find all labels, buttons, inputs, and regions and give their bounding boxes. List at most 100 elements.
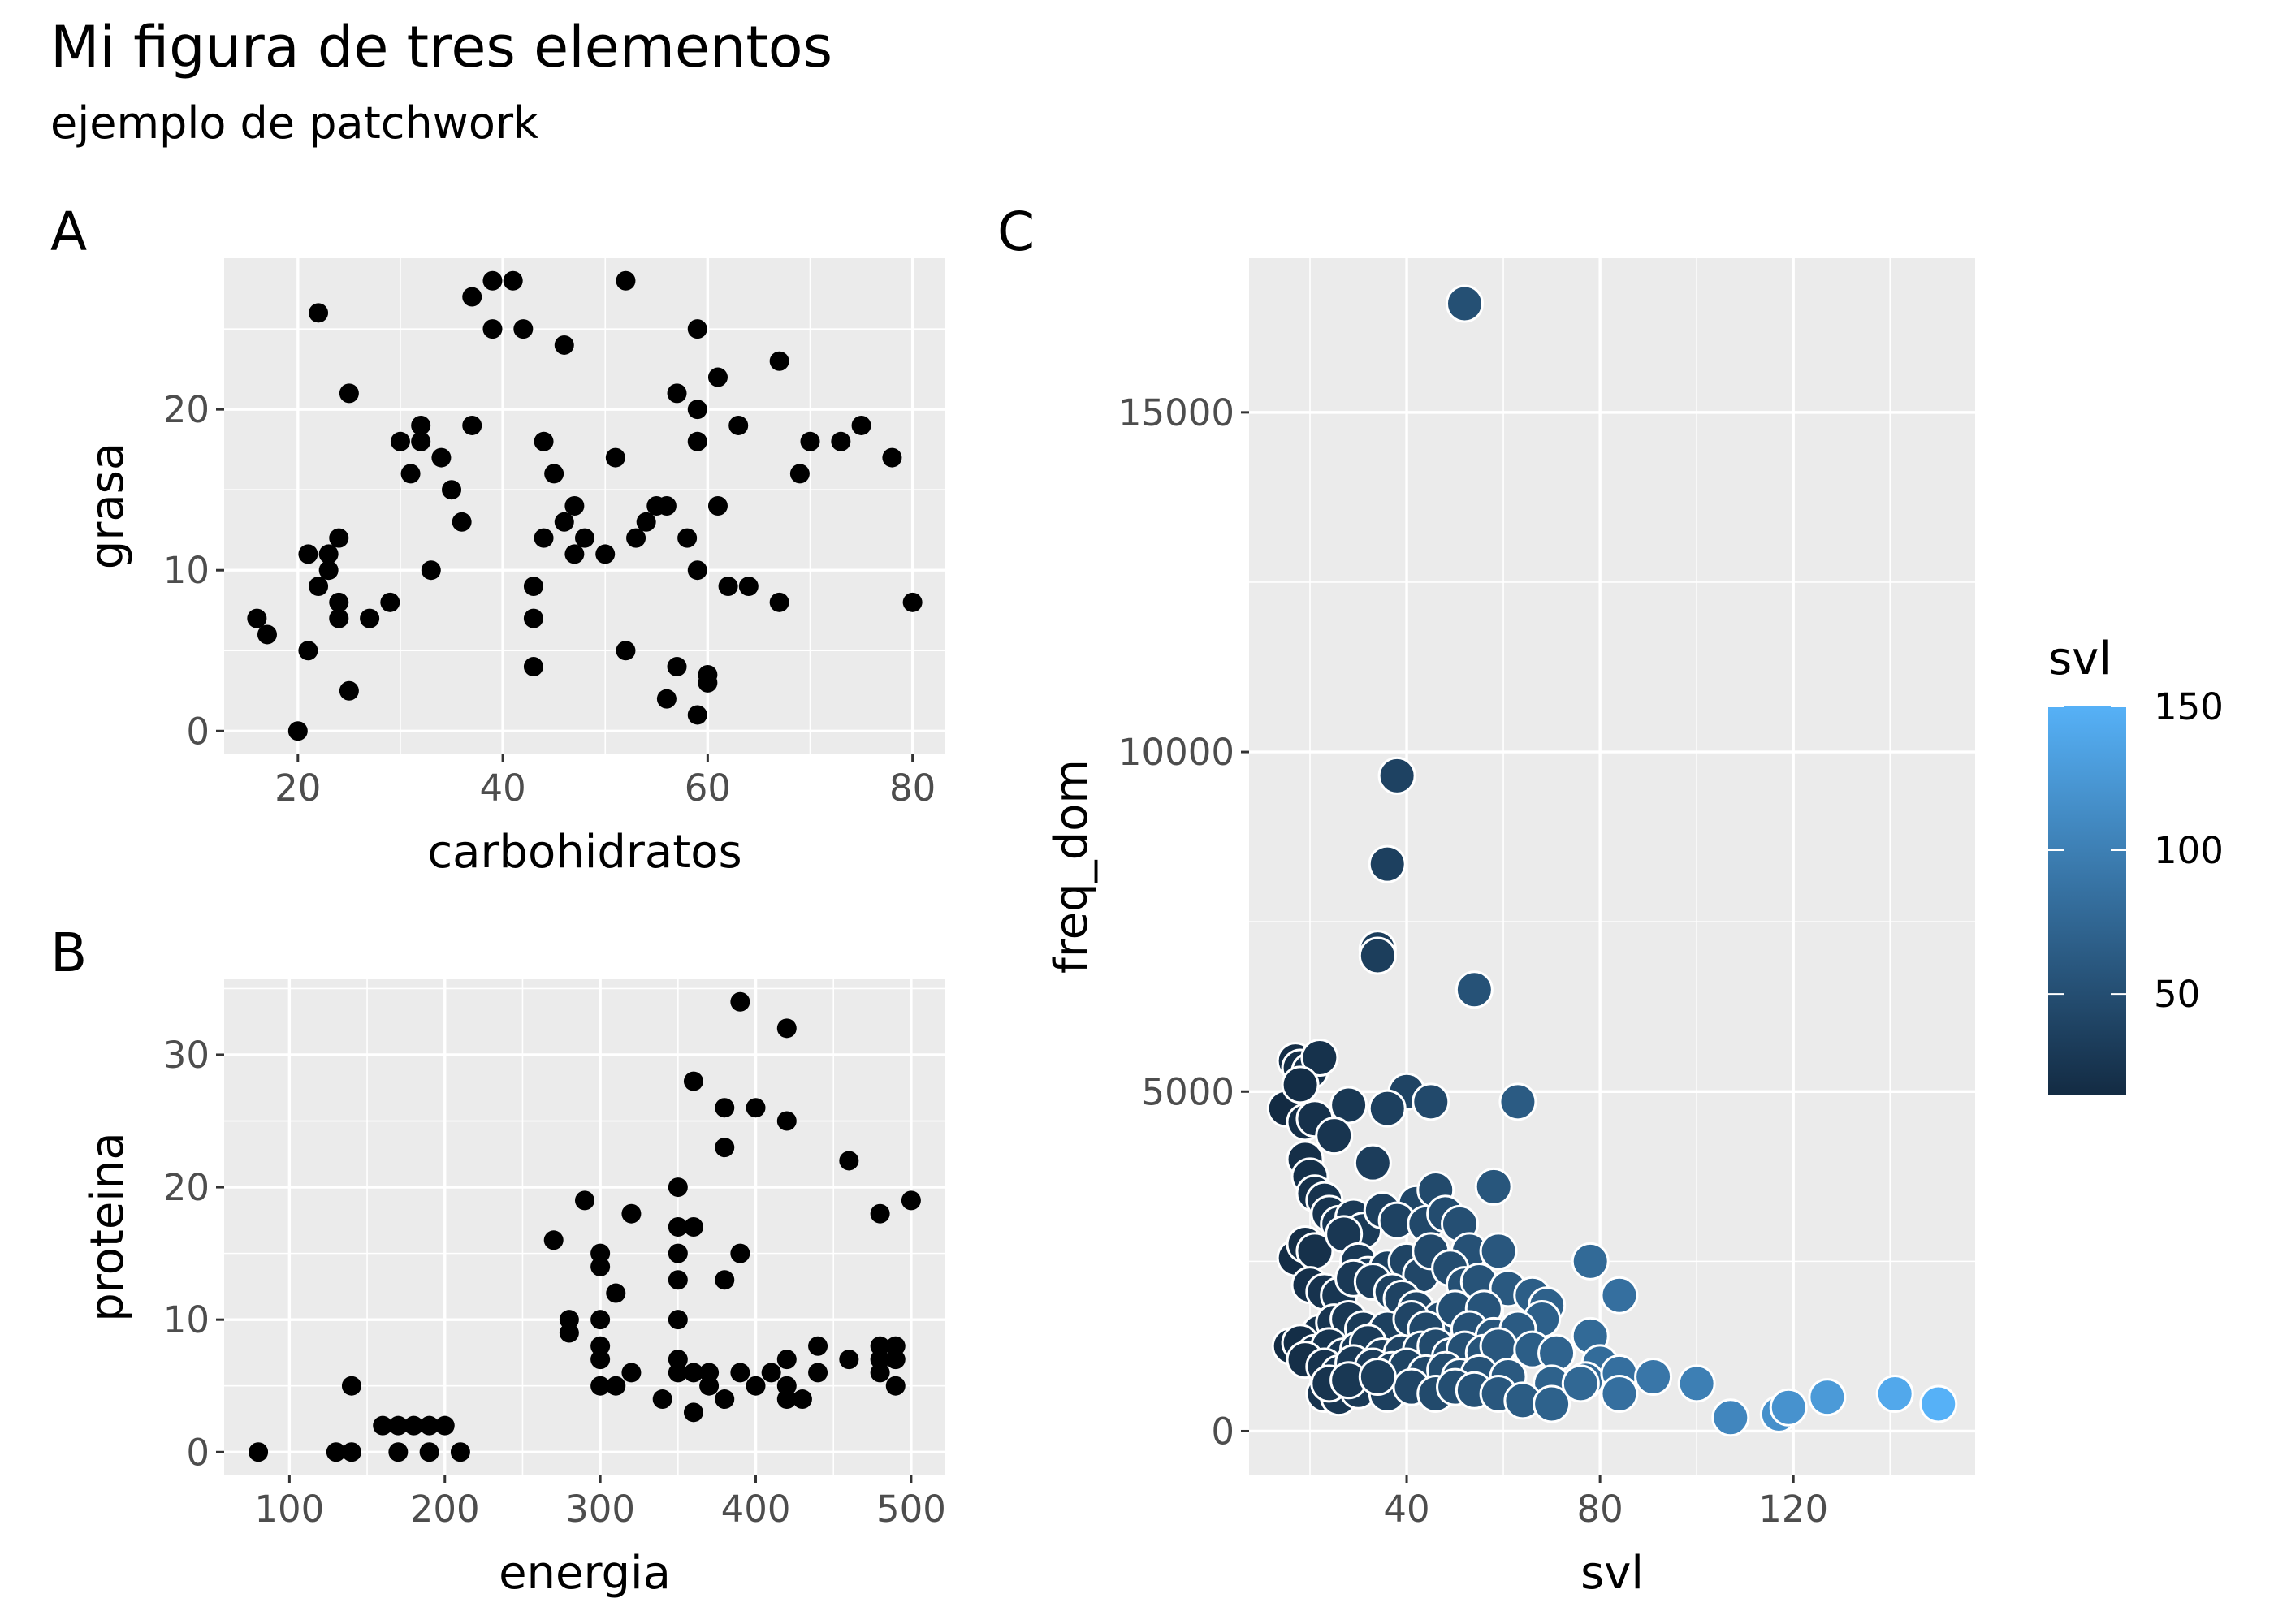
y-tick-label: 10 — [163, 1298, 210, 1341]
data-point — [707, 496, 728, 516]
data-point — [1634, 1358, 1673, 1397]
data-point — [738, 577, 759, 597]
data-point — [318, 560, 339, 581]
data-point — [776, 1018, 797, 1039]
data-point — [247, 608, 267, 628]
data-point — [885, 1350, 906, 1370]
y-tick-label: 10000 — [1118, 731, 1234, 774]
data-point — [590, 1350, 611, 1370]
data-point — [800, 431, 820, 451]
data-point — [513, 319, 534, 339]
data-point — [287, 721, 308, 741]
panel-tag: A — [50, 201, 87, 263]
panel-tag: C — [997, 201, 1035, 263]
x-tick-label: 60 — [685, 767, 731, 810]
data-point — [746, 1098, 766, 1118]
data-point — [730, 1243, 750, 1263]
data-point — [683, 1071, 703, 1091]
y-tick-label: 0 — [1211, 1410, 1234, 1453]
x-tick-label: 200 — [410, 1488, 480, 1531]
data-point — [668, 1217, 688, 1237]
data-point — [699, 1376, 720, 1396]
data-point — [503, 270, 523, 291]
data-point — [668, 1177, 688, 1198]
data-point — [1281, 1065, 1320, 1104]
data-point — [776, 1389, 797, 1410]
data-point — [373, 1415, 393, 1436]
data-point — [683, 1217, 703, 1237]
data-point — [590, 1310, 611, 1330]
data-point — [1561, 1364, 1600, 1403]
data-point — [595, 544, 616, 564]
data-point — [789, 464, 810, 484]
data-point — [870, 1203, 890, 1224]
y-axis-title: proteina — [81, 1132, 134, 1321]
data-point — [1571, 1242, 1610, 1281]
data-point — [839, 1151, 859, 1171]
data-point — [1479, 1232, 1518, 1271]
data-point — [616, 641, 636, 661]
data-point — [769, 351, 789, 371]
data-point — [831, 431, 851, 451]
data-point — [687, 319, 707, 339]
legend-colorbar — [2048, 706, 2126, 1095]
data-point — [543, 1230, 564, 1250]
data-point — [1353, 1143, 1392, 1182]
data-point — [1474, 1167, 1513, 1206]
data-point — [590, 1376, 611, 1396]
data-point — [1600, 1276, 1639, 1315]
figure-title: Mi figura de tres elementos — [50, 14, 832, 80]
data-point — [298, 544, 318, 564]
x-tick-label: 100 — [254, 1488, 324, 1531]
data-point — [1769, 1388, 1808, 1427]
panel-background — [224, 258, 945, 754]
data-point — [421, 560, 441, 581]
data-point — [606, 1283, 626, 1303]
legend-label: 100 — [2154, 829, 2224, 872]
data-point — [792, 1389, 812, 1410]
data-point — [728, 415, 749, 435]
data-point — [687, 431, 707, 451]
data-point — [1533, 1384, 1571, 1423]
data-point — [606, 1376, 626, 1396]
data-point — [1919, 1384, 1958, 1423]
data-point — [683, 1402, 703, 1423]
svl-legend: svl 50 100 150 — [2048, 633, 2224, 1095]
data-point — [341, 1376, 361, 1396]
data-point — [390, 431, 410, 451]
data-point — [882, 447, 902, 468]
x-tick-label: 80 — [1576, 1488, 1623, 1531]
x-tick-label: 120 — [1758, 1488, 1828, 1531]
figure-subtitle: ejemplo de patchwork — [50, 97, 539, 149]
data-point — [411, 415, 431, 435]
data-point — [523, 657, 543, 677]
data-point — [656, 496, 677, 516]
data-point — [621, 1203, 642, 1224]
data-point — [901, 1190, 921, 1211]
y-tick-label: 10 — [163, 549, 210, 592]
data-point — [339, 383, 359, 404]
data-point — [667, 657, 687, 677]
data-point — [329, 592, 349, 612]
x-axis-title: energia — [499, 1547, 671, 1600]
x-tick-label: 40 — [1383, 1488, 1429, 1531]
data-point — [730, 991, 750, 1012]
y-tick-label: 5000 — [1141, 1070, 1234, 1113]
data-point — [575, 1190, 594, 1211]
data-point — [450, 1442, 470, 1462]
data-point — [730, 1363, 750, 1383]
x-tick-label: 40 — [479, 767, 525, 810]
panel-a: A 20 40 60 80 0 10 20 carbohidratos grasa — [50, 201, 945, 879]
x-tick-label: 300 — [565, 1488, 635, 1531]
data-point — [388, 1415, 409, 1436]
data-point — [329, 608, 349, 628]
data-point — [687, 560, 707, 581]
data-point — [776, 1350, 797, 1370]
data-point — [1445, 284, 1484, 323]
data-point — [341, 1442, 361, 1462]
y-axis-title: freq_dom — [1045, 759, 1098, 974]
data-point — [419, 1442, 439, 1462]
data-point — [668, 1310, 688, 1330]
data-point — [808, 1363, 828, 1383]
